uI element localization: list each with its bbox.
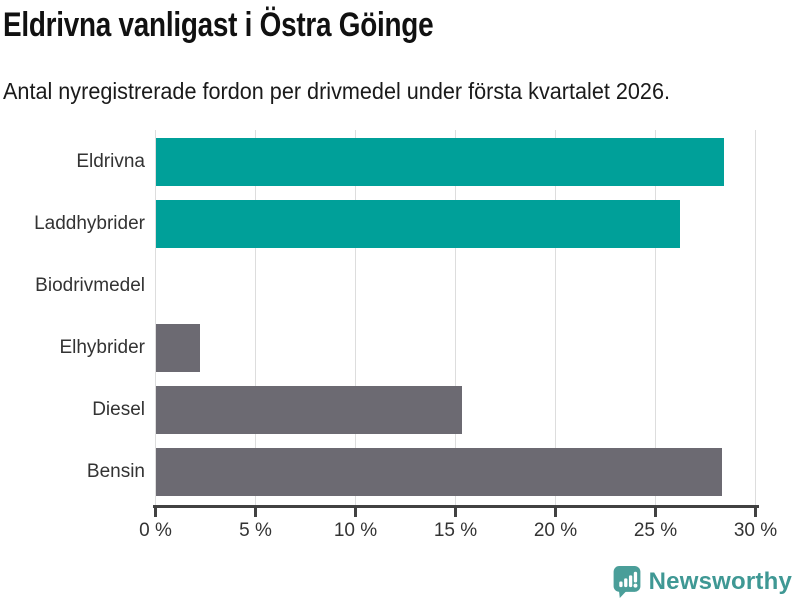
gridline [254, 130, 257, 505]
gridline [554, 130, 557, 505]
brand-name: Newsworthy [648, 567, 792, 595]
x-axis-tick-label: 20 % [533, 520, 578, 541]
x-axis-tick-label: 30 % [733, 520, 778, 541]
category-label: Eldrivna [76, 151, 145, 172]
gridline [654, 130, 657, 505]
x-axis-tick-label: 15 % [433, 520, 478, 541]
category-label: Elhybrider [59, 337, 145, 358]
x-axis-tick-label: 5 % [239, 520, 272, 541]
x-axis-tick [154, 505, 157, 517]
x-axis-tick [254, 505, 257, 517]
x-axis-tick [454, 505, 457, 517]
gridline [754, 130, 757, 505]
x-axis-tick [354, 505, 357, 517]
chart-title: Eldrivna vanligast i Östra Göinge [3, 6, 434, 44]
chart-subtitle: Antal nyregistrerade fordon per drivmede… [3, 78, 670, 104]
bar [155, 448, 722, 496]
x-axis-tick [554, 505, 557, 517]
newsworthy-logo-icon [613, 566, 641, 598]
brand-footer: Newsworthy [612, 565, 792, 598]
bar [155, 138, 724, 186]
bar [155, 386, 462, 434]
category-label: Laddhybrider [34, 213, 145, 234]
x-axis-tick-label: 10 % [333, 520, 378, 541]
bar [155, 324, 200, 372]
bar [155, 200, 680, 248]
gridline [354, 130, 357, 505]
category-label: Bensin [86, 461, 145, 482]
x-axis-tick-label: 25 % [633, 520, 678, 541]
category-label: Diesel [92, 399, 145, 420]
category-label: Biodrivmedel [35, 275, 145, 296]
gridline [454, 130, 457, 505]
gridline [154, 130, 157, 505]
x-axis-tick-label: 0 % [139, 520, 172, 541]
x-axis-tick [754, 505, 757, 517]
x-axis-tick [654, 505, 657, 517]
